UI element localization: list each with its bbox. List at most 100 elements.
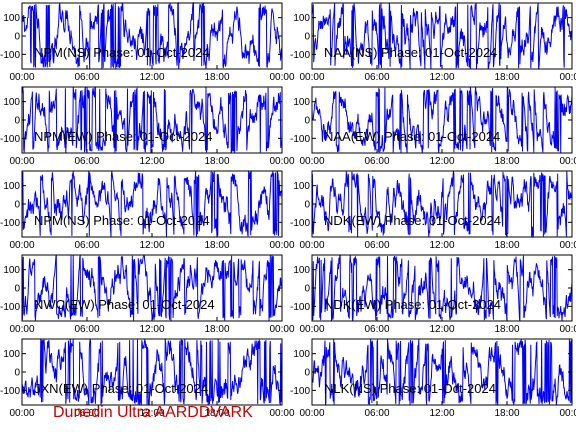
y-tick-label: 0 <box>304 116 310 127</box>
y-tick-label: -100 <box>290 302 310 313</box>
panel-title: NAA(NS) Phase: 01-Oct-2024 <box>324 45 497 60</box>
chart-panel-8: -100 0 100 00:00 06:00 12:00 18:00 00:00 NDK(EW)… <box>290 254 576 335</box>
x-tick-label: 00:00 <box>269 72 294 83</box>
phase-trace <box>311 170 573 239</box>
y-tick-label: 100 <box>293 265 310 276</box>
panel-title: NPM(NS) Phase: 01-Oct-2024 <box>34 213 210 228</box>
y-tick-label: 100 <box>3 265 20 276</box>
phase-trace <box>21 86 283 154</box>
panel-title: NWC(EW) Phase: 01-Oct-2024 <box>34 297 215 312</box>
x-tick-label: 06:00 <box>364 240 389 251</box>
y-tick-label: 0 <box>304 200 310 211</box>
x-tick-label: 12:00 <box>429 408 454 419</box>
x-tick-label: 06:00 <box>74 324 99 335</box>
y-tick-label: -100 <box>0 50 20 61</box>
phase-trace <box>21 170 283 237</box>
x-tick-label: 00:00 <box>559 408 576 419</box>
y-tick-label: 0 <box>304 368 310 379</box>
y-tick-label: -100 <box>0 134 20 145</box>
y-tick-label: 100 <box>3 349 20 360</box>
chart-panel-5: -100 0 100 00:00 06:00 12:00 18:00 00:00 NPM(NS)… <box>0 170 295 251</box>
x-tick-label: 00:00 <box>299 72 324 83</box>
y-tick-label: 100 <box>293 349 310 360</box>
panel-title: JXN(EW) Phase: 01-Oct-2024 <box>34 381 208 396</box>
phase-trace <box>21 1 283 69</box>
chart-panel-7: -100 0 100 00:00 06:00 12:00 18:00 00:00 NWC(EW)… <box>0 254 295 335</box>
x-tick-label: 18:00 <box>494 156 519 167</box>
x-tick-label: 00:00 <box>9 240 34 251</box>
footer-label: Dunedin Ultra AARDDVARK <box>53 404 253 421</box>
y-tick-label: 0 <box>14 116 20 127</box>
x-tick-label: 18:00 <box>204 156 229 167</box>
x-tick-label: 00:00 <box>299 408 324 419</box>
panel-title: NDK(EW) Phase: 01-Oct-2024 <box>324 297 501 312</box>
y-tick-label: 0 <box>14 200 20 211</box>
chart-panel-10: -100 0 100 00:00 06:00 12:00 18:00 00:00 NLK(NS)… <box>290 338 576 419</box>
y-tick-label: 100 <box>3 13 20 24</box>
x-tick-label: 06:00 <box>364 408 389 419</box>
x-tick-label: 00:00 <box>299 324 324 335</box>
x-tick-label: 06:00 <box>364 156 389 167</box>
x-tick-label: 18:00 <box>204 408 229 419</box>
x-tick-label: 18:00 <box>204 240 229 251</box>
phase-trace <box>311 86 573 153</box>
y-tick-label: -100 <box>0 302 20 313</box>
chart-panel-6: -100 0 100 00:00 06:00 12:00 18:00 00:00 NDK(EW)… <box>290 170 576 251</box>
x-tick-label: 00:00 <box>559 324 576 335</box>
y-tick-label: 0 <box>304 32 310 43</box>
panel-title: NPM(NS) Phase: 01-Oct-2024 <box>34 45 210 60</box>
chart-panel-3: -100 0 100 00:00 06:00 12:00 18:00 00:00 NPM(EW)… <box>0 86 295 167</box>
y-tick-label: -100 <box>290 218 310 229</box>
y-tick-label: 100 <box>293 97 310 108</box>
y-tick-label: 100 <box>293 13 310 24</box>
phase-trace <box>311 2 573 70</box>
chart-panel-4: -100 0 100 00:00 06:00 12:00 18:00 00:00 NAA(EW)… <box>290 86 576 167</box>
y-tick-label: 0 <box>14 32 20 43</box>
x-tick-label: 18:00 <box>494 240 519 251</box>
x-tick-label: 18:00 <box>494 408 519 419</box>
phase-trace <box>311 254 573 321</box>
x-tick-label: 00:00 <box>559 240 576 251</box>
x-tick-label: 06:00 <box>74 72 99 83</box>
y-tick-label: 100 <box>3 97 20 108</box>
x-tick-label: 00:00 <box>9 408 34 419</box>
y-tick-label: 0 <box>14 284 20 295</box>
x-tick-label: 06:00 <box>364 72 389 83</box>
x-tick-label: 00:00 <box>9 156 34 167</box>
x-tick-label: 12:00 <box>139 156 164 167</box>
x-tick-label: 18:00 <box>204 72 229 83</box>
x-tick-label: 12:00 <box>429 240 454 251</box>
panel-title: NAA(EW) Phase: 01-Oct-2024 <box>324 129 500 144</box>
phase-trace <box>21 255 283 321</box>
x-tick-label: 12:00 <box>139 72 164 83</box>
x-tick-label: 18:00 <box>494 324 519 335</box>
x-tick-label: 00:00 <box>269 408 294 419</box>
phase-trace <box>21 338 283 406</box>
y-tick-label: 0 <box>14 368 20 379</box>
x-tick-label: 12:00 <box>139 240 164 251</box>
x-tick-label: 06:00 <box>74 408 99 419</box>
x-tick-label: 06:00 <box>364 324 389 335</box>
x-tick-label: 12:00 <box>429 156 454 167</box>
y-tick-label: 0 <box>304 284 310 295</box>
x-tick-label: 12:00 <box>139 408 164 419</box>
chart-panel-1: -100 0 100 00:00 06:00 12:00 18:00 00:00 NPM(NS)… <box>0 1 295 83</box>
panel-title: NPM(EW) Phase: 01-Oct-2024 <box>34 129 212 144</box>
x-tick-label: 06:00 <box>74 240 99 251</box>
y-tick-label: 100 <box>293 181 310 192</box>
chart-panel-9: -100 0 100 00:00 06:00 12:00 18:00 00:00 JXN(EW)… <box>0 338 295 419</box>
x-tick-label: 18:00 <box>494 72 519 83</box>
panel-title: NLK(NS) Phase: 01-Oct-2024 <box>324 381 496 396</box>
panel-title: NDK(EW) Phase: 01-Oct-2024 <box>324 213 501 228</box>
x-tick-label: 12:00 <box>429 72 454 83</box>
x-tick-label: 12:00 <box>139 324 164 335</box>
x-tick-label: 00:00 <box>9 72 34 83</box>
y-tick-label: -100 <box>0 218 20 229</box>
x-tick-label: 00:00 <box>269 324 294 335</box>
y-tick-label: -100 <box>290 134 310 145</box>
x-tick-label: 00:00 <box>299 240 324 251</box>
y-tick-label: 100 <box>3 181 20 192</box>
x-tick-label: 00:00 <box>9 324 34 335</box>
x-tick-label: 00:00 <box>559 72 576 83</box>
